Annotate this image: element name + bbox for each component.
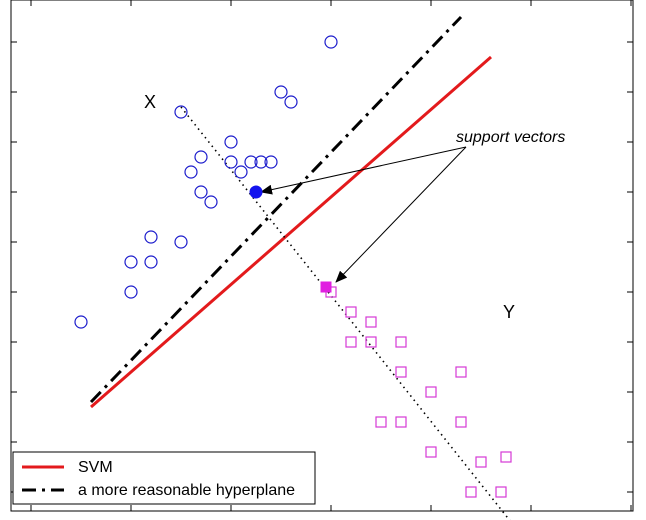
point-class-x (74, 315, 88, 329)
point-class-x (174, 105, 188, 119)
point-class-y (395, 336, 407, 348)
point-class-x (254, 155, 268, 169)
labels-layer: X Y support vectors (144, 92, 565, 322)
point-class-y (365, 336, 377, 348)
point-class-x (224, 155, 238, 169)
a-more-reasonable-hyperplane-line (89, 15, 463, 404)
legend-label-svm: SVM (78, 459, 113, 476)
point-class-y (475, 456, 487, 468)
point-class-y (465, 486, 477, 498)
point-class-x (224, 135, 238, 149)
point-class-y (365, 316, 377, 328)
svm-line (90, 55, 492, 409)
point-class-y (425, 386, 437, 398)
point-class-x (194, 185, 208, 199)
legend-box (12, 451, 316, 505)
point-class-x (324, 35, 338, 49)
support-vector-x (249, 185, 263, 199)
annotation-arrow (335, 146, 467, 283)
point-class-x (124, 285, 138, 299)
point-class-x (244, 155, 258, 169)
point-class-x (264, 155, 278, 169)
point-class-x (284, 95, 298, 109)
point-class-x (274, 85, 288, 99)
legend-label-hyperplane: a more reasonable hyperplane (78, 482, 295, 499)
point-class-y (345, 336, 357, 348)
point-class-x (124, 255, 138, 269)
point-class-x (144, 230, 158, 244)
legend: SVM a more reasonable hyperplane (12, 451, 316, 505)
point-class-x (184, 165, 198, 179)
point-class-y (395, 416, 407, 428)
arrows-layer (260, 146, 467, 283)
class-label-x: X (144, 92, 156, 112)
point-class-x (174, 235, 188, 249)
annotation-arrow (260, 146, 467, 195)
point-class-y (395, 366, 407, 378)
points-layer (74, 35, 512, 498)
point-class-y (455, 416, 467, 428)
support-vector-y (320, 281, 332, 293)
point-class-y (455, 366, 467, 378)
point-class-y (500, 451, 512, 463)
point-class-x (194, 150, 208, 164)
point-class-y (425, 446, 437, 458)
class-label-y: Y (503, 302, 515, 322)
annotation-support-vectors: support vectors (456, 129, 565, 146)
point-class-y (375, 416, 387, 428)
point-class-x (204, 195, 218, 209)
point-class-y (495, 486, 507, 498)
point-class-x (234, 165, 248, 179)
plot-frame (10, 0, 634, 512)
point-class-x (144, 255, 158, 269)
point-class-y (345, 306, 357, 318)
axis-ticks (11, 0, 633, 511)
